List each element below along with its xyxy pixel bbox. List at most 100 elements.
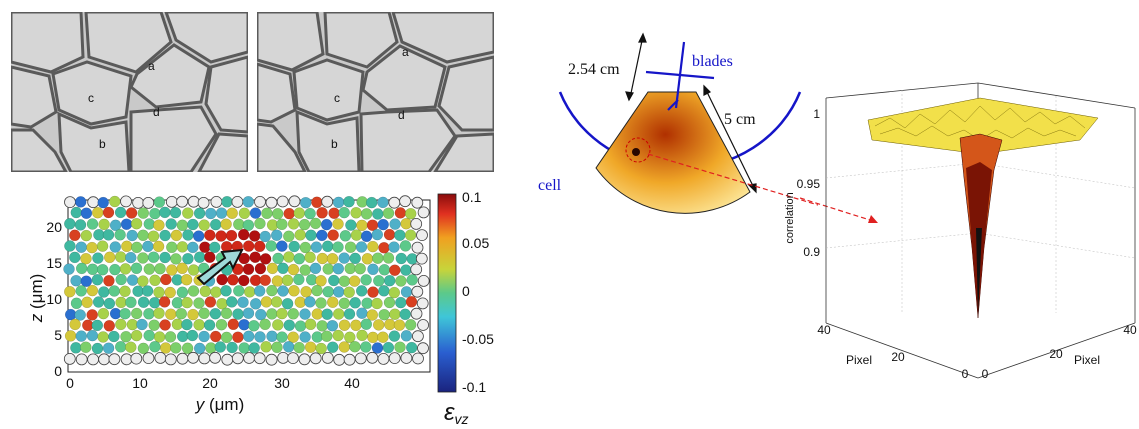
particle [299, 196, 312, 209]
particle [326, 252, 339, 265]
particle [75, 241, 88, 253]
particle [137, 207, 150, 219]
particle [81, 296, 93, 309]
particle [130, 217, 143, 230]
left-axis-tick-40: 40 [817, 323, 831, 337]
particle [287, 218, 300, 230]
particle [108, 285, 121, 297]
particle [242, 240, 255, 252]
particle [372, 319, 385, 331]
particle [108, 353, 121, 366]
particle [410, 218, 423, 230]
particle [130, 262, 143, 275]
particle [333, 353, 346, 366]
particle [395, 275, 407, 287]
particle [378, 264, 391, 276]
particle [187, 264, 200, 276]
particle [143, 329, 155, 342]
particle [266, 284, 278, 297]
foam-micrograph-right: a b c d [255, 10, 496, 174]
particle [103, 275, 115, 287]
particle [248, 230, 261, 242]
particle [345, 219, 357, 231]
particle [176, 262, 189, 275]
particle [249, 207, 262, 219]
particle [332, 329, 344, 342]
particle [287, 308, 300, 320]
particle [299, 331, 311, 343]
y-tick-5: 5 [54, 327, 62, 343]
particle [121, 240, 133, 253]
particle [164, 331, 177, 343]
particle [332, 286, 345, 298]
y-axis-label: z (μm) [27, 274, 46, 324]
particle [119, 263, 132, 275]
particle [271, 341, 283, 354]
particle [130, 352, 143, 365]
particle [311, 284, 323, 297]
particle [344, 241, 357, 253]
particle [287, 352, 299, 365]
particle [259, 253, 272, 265]
particle [417, 206, 430, 219]
particle [361, 253, 374, 265]
particle [86, 309, 98, 321]
particle [388, 241, 400, 253]
particle [265, 196, 278, 209]
particle [356, 219, 368, 232]
particle [97, 196, 109, 209]
particle [383, 296, 396, 309]
particle [75, 353, 88, 366]
particle [233, 218, 245, 231]
particle [276, 218, 288, 231]
particle [98, 353, 110, 366]
particle [91, 342, 104, 355]
particle [86, 329, 99, 342]
speckle-sector [595, 91, 751, 214]
particle [182, 229, 194, 241]
particle [115, 318, 127, 331]
particle [266, 308, 278, 320]
particle [400, 330, 413, 342]
x-tick-10: 10 [132, 375, 148, 391]
particle [69, 318, 81, 331]
particle [411, 330, 424, 343]
particle [227, 318, 240, 331]
particle [227, 274, 239, 286]
particle [159, 251, 171, 264]
particle [199, 285, 212, 298]
particle [243, 286, 256, 298]
particle [321, 308, 333, 320]
particle [270, 296, 283, 308]
particle [350, 229, 363, 241]
particle [388, 196, 401, 209]
particle [411, 241, 424, 254]
z-tick-1: 1 [813, 107, 820, 121]
particle [277, 285, 289, 297]
particle [321, 195, 334, 208]
particle [389, 218, 401, 230]
particle [210, 195, 223, 208]
particle [63, 263, 75, 275]
particle [253, 285, 266, 297]
particle [64, 285, 76, 298]
particle [176, 286, 189, 299]
particle [220, 218, 232, 230]
particle [259, 318, 271, 331]
particle [405, 296, 418, 308]
link-arrow [647, 153, 869, 221]
particle [388, 330, 401, 342]
particle [170, 253, 182, 265]
particle [343, 308, 356, 320]
particle [276, 307, 288, 320]
particle [255, 308, 267, 321]
particle [366, 309, 379, 321]
particle [322, 263, 334, 275]
particle [137, 342, 150, 355]
particle [131, 241, 143, 254]
particle [187, 241, 199, 254]
particle [287, 263, 300, 276]
particle [404, 319, 417, 331]
particle [232, 331, 244, 343]
particle [299, 241, 312, 254]
